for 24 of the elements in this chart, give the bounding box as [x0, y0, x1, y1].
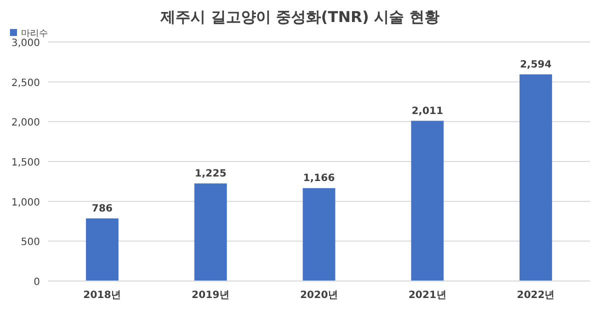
bar [411, 120, 444, 281]
y-tick-label: 500 [20, 237, 40, 248]
y-tick-label: 3,000 [11, 38, 40, 49]
y-tick-label: 2,000 [11, 118, 40, 129]
data-label: 2,011 [412, 106, 444, 117]
x-tick-label: 2022년 [516, 290, 555, 301]
data-label: 2,594 [520, 59, 552, 70]
x-tick-label: 2019년 [192, 290, 230, 301]
x-tick-label: 2018년 [83, 290, 122, 301]
bar [194, 183, 227, 281]
data-label: 786 [92, 203, 113, 214]
bar [302, 188, 336, 281]
legend-label: 마리수 [21, 29, 48, 39]
bar [86, 218, 118, 281]
x-tick-label: 2020년 [300, 290, 338, 301]
x-tick-label: 2021년 [408, 290, 446, 301]
y-tick-label: 1,500 [11, 158, 40, 168]
y-tick-label: 1,000 [11, 197, 40, 208]
data-label: 1,225 [194, 168, 226, 180]
y-tick-label: 2,500 [11, 78, 40, 89]
chart-title: 제주시 길고양이 중성화(TNR) 시술 현황 [160, 8, 440, 26]
data-label: 1,166 [303, 173, 335, 184]
bar [520, 74, 552, 281]
y-tick-label: 0 [34, 277, 40, 288]
